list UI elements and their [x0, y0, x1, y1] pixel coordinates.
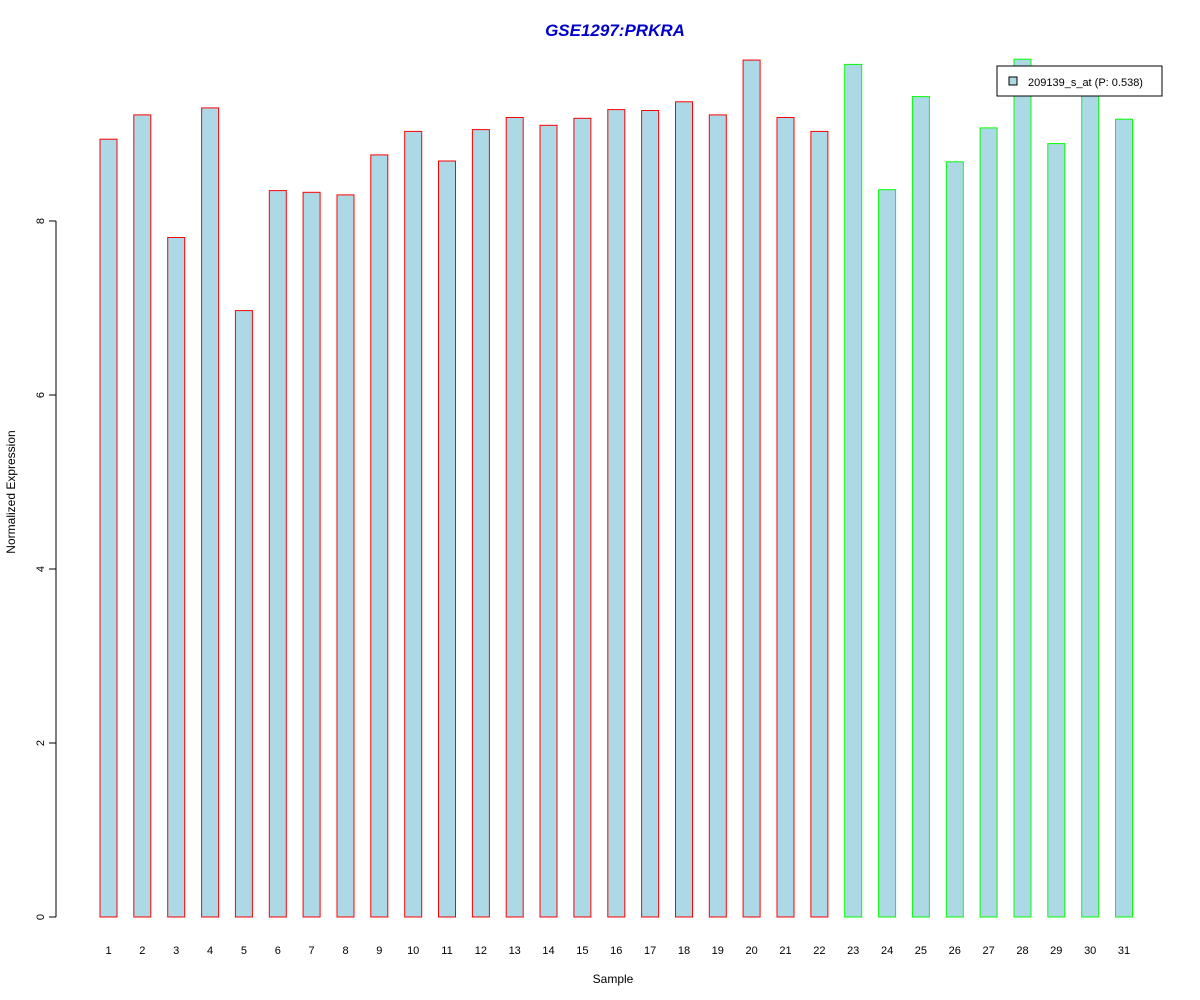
x-tick-labels: 1 2 3 4 5 6 7 8 9 10 11 12 13 14 15 16 17 18 19 20 21 22 23 24 2…	[105, 945, 1130, 957]
y-tick-label: 4	[35, 566, 47, 572]
y-tick-label: 8	[35, 218, 47, 224]
bar-sample-23	[844, 63, 863, 918]
x-tick-label: 1	[105, 945, 111, 957]
x-tick-label: 19	[712, 945, 724, 957]
bar-sample-9	[370, 154, 389, 918]
chart-title: GSE1297:PRKRA	[545, 21, 685, 40]
bar-sample-15	[573, 117, 592, 918]
bar-sample-16	[607, 109, 626, 918]
x-axis-label: Sample	[593, 972, 634, 986]
bar-sample-19	[708, 114, 727, 918]
x-tick-label: 8	[342, 945, 348, 957]
bar-sample-27	[979, 127, 998, 918]
bar-sample-30	[1081, 86, 1100, 918]
bar-sample-8	[336, 194, 355, 918]
bar-sample-21	[776, 117, 795, 918]
y-tick-label: 6	[35, 392, 47, 398]
bar-sample-17	[641, 110, 660, 918]
x-tick-label: 3	[173, 945, 179, 957]
y-axis: 0 2 4 6 8	[35, 218, 57, 920]
bar-sample-5	[234, 310, 253, 918]
x-tick-label: 20	[745, 945, 757, 957]
legend-label: 209139_s_at (P: 0.538)	[1028, 77, 1143, 89]
x-tick-label: 2	[139, 945, 145, 957]
legend-swatch	[1008, 76, 1018, 86]
x-tick-label: 15	[576, 945, 588, 957]
bar-sample-11	[438, 160, 456, 918]
y-tick-label: 0	[35, 914, 47, 920]
x-tick-label: 11	[441, 945, 452, 957]
bar-sample-7	[302, 191, 321, 918]
x-tick-label: 24	[881, 945, 893, 957]
x-tick-label: 9	[376, 945, 382, 957]
bar-sample-25	[911, 96, 930, 918]
x-tick-label: 4	[207, 945, 213, 957]
x-tick-label: 31	[1118, 945, 1130, 957]
bar-sample-2	[133, 114, 152, 918]
x-tick-label: 17	[644, 945, 656, 957]
bar-sample-22	[810, 130, 829, 918]
bar-sample-28	[1013, 58, 1032, 918]
x-tick-label: 26	[949, 945, 961, 957]
x-tick-label: 21	[779, 945, 791, 957]
x-tick-label: 30	[1084, 945, 1096, 957]
x-tick-label: 28	[1016, 945, 1028, 957]
x-tick-label: 6	[275, 945, 281, 957]
x-tick-label: 23	[847, 945, 859, 957]
bar-sample-4	[201, 107, 220, 918]
bar-sample-12	[471, 129, 490, 918]
x-tick-label: 25	[915, 945, 927, 957]
legend-box	[996, 65, 1163, 97]
bar-sample-29	[1047, 143, 1066, 918]
x-tick-label: 13	[509, 945, 521, 957]
y-axis-label: Normalized Expression	[4, 430, 18, 553]
legend: 209139_s_at (P: 0.538)	[996, 65, 1163, 97]
x-tick-label: 16	[610, 945, 622, 957]
bar-sample-14	[539, 124, 558, 918]
x-tick-label: 29	[1050, 945, 1062, 957]
x-tick-label: 5	[241, 945, 247, 957]
bar-sample-31	[1115, 118, 1133, 918]
x-tick-label: 18	[678, 945, 690, 957]
x-tick-label: 27	[982, 945, 994, 957]
bar-sample-26	[945, 161, 964, 918]
bar-sample-6	[268, 190, 287, 918]
bar-sample-24	[878, 189, 897, 918]
x-tick-label: 22	[813, 945, 825, 957]
bar-sample-18	[675, 101, 693, 918]
y-tick-label: 2	[35, 740, 47, 746]
bar-sample-3	[167, 237, 186, 918]
bar-sample-1	[99, 138, 118, 918]
x-tick-label: 7	[309, 945, 315, 957]
bar-sample-10	[404, 130, 423, 918]
bars	[99, 58, 1133, 918]
x-tick-label: 12	[475, 945, 487, 957]
x-tick-label: 10	[407, 945, 419, 957]
x-tick-label: 14	[542, 945, 554, 957]
bar-sample-20	[742, 59, 761, 918]
bar-sample-13	[505, 117, 524, 918]
